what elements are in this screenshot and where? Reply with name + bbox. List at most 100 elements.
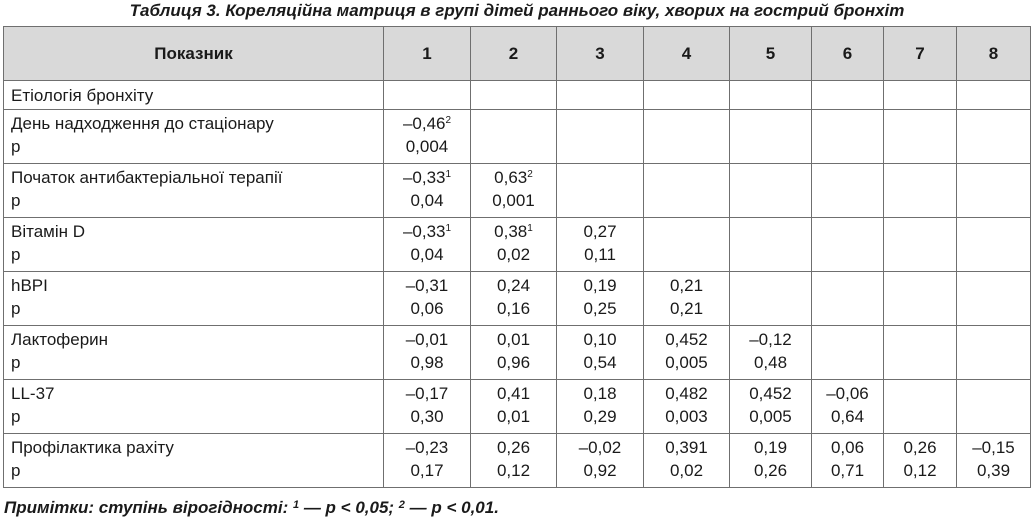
correlation-coefficient: 0,10 — [558, 327, 643, 352]
significance-mark: 1 — [445, 169, 452, 180]
p-value: 0,16 — [496, 299, 531, 318]
p-value: 0,001 — [492, 191, 535, 210]
p-value: 0,004 — [405, 137, 449, 156]
coefficient-value: 0,10 — [583, 330, 617, 349]
coefficient-value: 0,26 — [903, 438, 937, 457]
note-prefix: Примітки: ступінь вірогідності: — [4, 498, 293, 517]
p-value: 0,17 — [410, 461, 444, 480]
coefficient-value: –0,01 — [405, 330, 449, 349]
value-cell: –0,12 0,48 — [729, 325, 812, 380]
coefficient-value: –0,02 — [578, 438, 622, 457]
row-label: День надходження до стаціонару — [11, 114, 274, 133]
coefficient-value: 0,24 — [496, 276, 531, 295]
significance-mark: 2 — [527, 169, 533, 180]
value-cell: 0,27 0,11 — [556, 217, 644, 272]
value-cell: –0,23 0,17 — [383, 433, 471, 488]
correlation-coefficient: 0,19 — [558, 273, 643, 298]
p-value: 0,64 — [830, 407, 865, 426]
row-label-cell: Профілактика рахіту р — [3, 433, 384, 488]
row-label-cell: Етіологія бронхіту — [3, 80, 384, 110]
correlation-coefficient: –0,23 — [385, 435, 470, 460]
correlation-coefficient: 0,482 — [645, 381, 729, 406]
value-cell — [470, 109, 557, 164]
column-header: 6 — [811, 26, 884, 81]
p-value: 0,92 — [583, 461, 617, 480]
significance-mark: 1 — [445, 223, 452, 234]
p-value: 0,005 — [749, 407, 792, 426]
table-row: Вітамін D р –0,331 0,04 0,381 0,02 0,27 0,11 — [3, 217, 1031, 272]
header-row: Показник 1 2 3 4 5 6 7 8 — [3, 26, 1031, 81]
value-cell — [883, 271, 957, 326]
correlation-coefficient: –0,17 — [385, 381, 470, 406]
value-cell: 0,19 0,25 — [556, 271, 644, 326]
p-value: 0,11 — [584, 245, 616, 264]
value-cell — [811, 271, 884, 326]
significance-mark: 1 — [527, 223, 533, 234]
coefficient-value: –0,17 — [405, 384, 449, 403]
row-label: Лактоферин — [11, 330, 109, 349]
p-value: 0,02 — [496, 245, 531, 264]
value-cell — [811, 325, 884, 380]
value-cell: 0,452 0,005 — [643, 325, 730, 380]
row-label: Вітамін D — [11, 222, 86, 241]
note-superscript-1: 1 — [292, 499, 300, 511]
table-row: Профілактика рахіту р –0,23 0,17 0,26 0,12 –0,… — [3, 433, 1031, 488]
row-label: hBPI — [11, 276, 48, 295]
p-value: 0,25 — [583, 299, 617, 318]
value-cell: 0,10 0,54 — [556, 325, 644, 380]
coefficient-value: 0,391 — [665, 438, 708, 457]
value-cell: 0,26 0,12 — [470, 433, 557, 488]
p-label: р — [11, 461, 21, 480]
value-cell — [956, 217, 1031, 272]
value-cell: 0,06 0,71 — [811, 433, 884, 488]
correlation-coefficient: 0,19 — [731, 435, 811, 460]
p-value: 0,96 — [496, 353, 531, 372]
p-value: 0,71 — [830, 461, 865, 480]
value-cell — [883, 325, 957, 380]
correlation-coefficient: –0,462 — [385, 111, 470, 136]
p-value: 0,12 — [903, 461, 937, 480]
coefficient-value: –0,46 — [402, 114, 446, 133]
value-cell: –0,331 0,04 — [383, 217, 471, 272]
value-cell — [811, 217, 884, 272]
value-cell — [883, 163, 957, 218]
value-cell: 0,26 0,12 — [883, 433, 957, 488]
value-cell — [883, 80, 957, 110]
value-cell — [729, 163, 812, 218]
correlation-coefficient: 0,381 — [472, 219, 556, 244]
value-cell — [956, 80, 1031, 110]
value-cell — [729, 80, 812, 110]
value-cell: –0,02 0,92 — [556, 433, 644, 488]
value-cell: 0,41 0,01 — [470, 379, 557, 434]
correlation-coefficient: –0,06 — [813, 381, 883, 406]
correlation-coefficient: 0,06 — [813, 435, 883, 460]
correlation-coefficient: 0,632 — [472, 165, 556, 190]
p-label: р — [11, 245, 21, 264]
correlation-coefficient: 0,452 — [645, 327, 729, 352]
value-cell: 0,24 0,16 — [470, 271, 557, 326]
value-cell: –0,01 0,98 — [383, 325, 471, 380]
value-cell — [956, 271, 1031, 326]
p-value: 0,26 — [753, 461, 788, 480]
row-label-cell: Початок антибактеріальної терапії р — [3, 163, 384, 218]
p-label: р — [11, 353, 21, 372]
table-row: Етіологія бронхіту — [3, 80, 1031, 110]
value-cell — [811, 109, 884, 164]
p-value: 0,005 — [665, 353, 708, 372]
correlation-table: Показник 1 2 3 4 5 6 7 8 Етіологія бронх… — [3, 26, 1031, 488]
correlation-coefficient: –0,331 — [385, 219, 470, 244]
row-label: Початок антибактеріальної терапії — [11, 168, 283, 187]
value-cell — [883, 217, 957, 272]
value-cell — [811, 163, 884, 218]
p-value: 0,39 — [976, 461, 1011, 480]
correlation-coefficient: 0,41 — [472, 381, 556, 406]
coefficient-value: 0,01 — [496, 330, 531, 349]
coefficient-value: –0,31 — [405, 276, 449, 295]
value-cell: 0,391 0,02 — [643, 433, 730, 488]
note-part-2: — р < 0,01. — [404, 498, 499, 517]
correlation-coefficient: 0,391 — [645, 435, 729, 460]
value-cell: –0,31 0,06 — [383, 271, 471, 326]
value-cell — [729, 271, 812, 326]
value-cell — [956, 379, 1031, 434]
value-cell: 0,01 0,96 — [470, 325, 557, 380]
